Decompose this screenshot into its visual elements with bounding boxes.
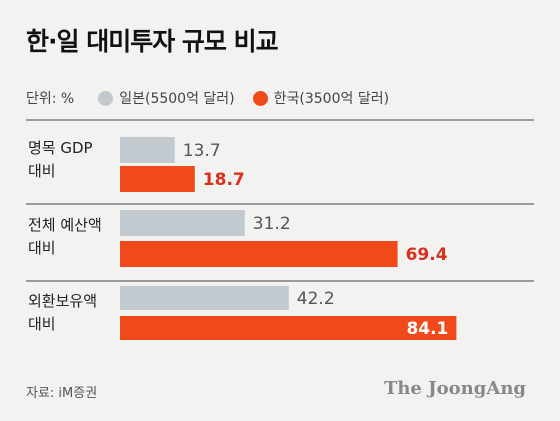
data-label-1-1: 69.4 — [406, 245, 448, 265]
category-label-1-0: 전체 예산액 — [28, 216, 102, 234]
chart-title: 한·일 대미투자 규모 비교 — [26, 27, 279, 56]
category-label-2-0: 외환보유액 — [28, 292, 97, 310]
category-label-2-1: 대비 — [28, 315, 56, 333]
brand-logo: The JoongAng — [383, 378, 526, 399]
category-label-0-0: 명목 GDP — [28, 139, 93, 157]
bar-1-2 — [120, 316, 457, 340]
bar-1-0 — [120, 166, 195, 192]
legend-item-korea: 한국(3500억 달러) — [252, 88, 390, 108]
data-label-1-2: 84.1 — [406, 319, 448, 339]
legend-swatch-korea — [252, 90, 268, 106]
legend-swatch-japan — [98, 90, 114, 106]
bar-0-0 — [120, 137, 175, 163]
category-label-0-1: 대비 — [28, 162, 56, 180]
bar-0-1 — [120, 210, 245, 236]
source-note: 자료: iM증권 — [26, 386, 98, 401]
unit-label: 단위: % — [26, 91, 75, 107]
legend: 단위: % 일본(5500억 달러) 한국(3500억 달러) — [26, 88, 407, 108]
data-label-0-2: 42.2 — [297, 289, 335, 309]
data-label-1-0: 18.7 — [203, 170, 245, 190]
legend-label-japan: 일본(5500억 달러) — [119, 91, 235, 107]
data-label-0-1: 31.2 — [253, 214, 291, 234]
data-label-0-0: 13.7 — [183, 141, 221, 161]
bar-0-2 — [120, 286, 289, 310]
category-label-1-1: 대비 — [28, 239, 56, 257]
bar-1-1 — [120, 241, 398, 267]
legend-item-japan: 일본(5500억 달러) — [98, 88, 235, 108]
legend-label-korea: 한국(3500억 달러) — [273, 91, 390, 107]
